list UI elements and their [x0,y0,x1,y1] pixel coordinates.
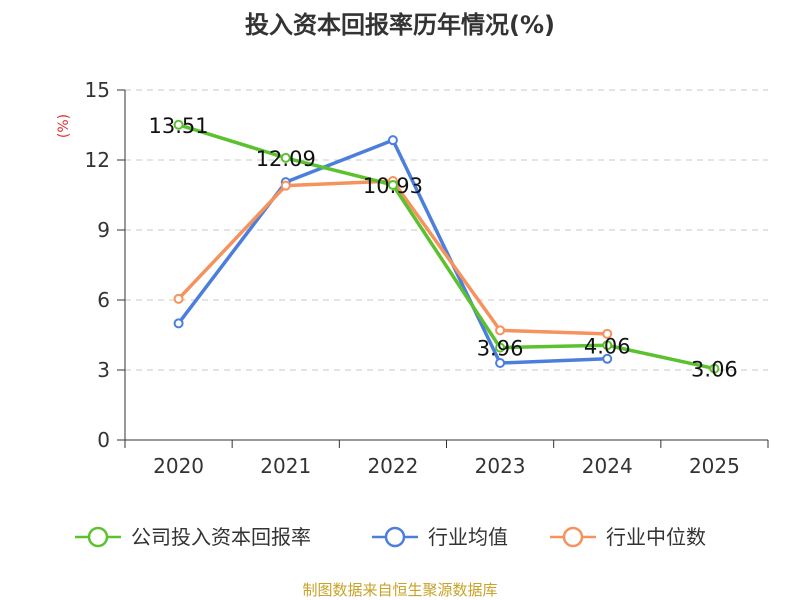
data-point [602,340,613,351]
data-point [280,180,291,191]
legend-marker-icon [384,526,406,548]
legend-item[interactable]: 公司投入资本回报率 [75,525,311,549]
x-tick-label: 2021 [260,454,311,478]
x-tick-label: 2024 [582,454,633,478]
source-note: 制图数据来自恒生聚源数据库 [302,581,497,599]
legend-marker-icon [562,526,584,548]
y-tick-label: 6 [97,288,110,312]
legend-label: 公司投入资本回报率 [131,525,311,549]
series-layer [173,119,720,374]
chart-title: 投入资本回报率历年情况(%) [245,11,555,39]
legend-item[interactable]: 行业中位数 [550,525,706,549]
data-point [495,358,506,368]
data-point [173,119,184,130]
series-line [176,123,717,371]
data-label: 4.06 [584,334,631,358]
grid-layer [125,89,768,371]
legend-marker-icon [87,526,109,548]
data-point [602,328,613,339]
y-tick-label: 12 [85,148,110,172]
data-label: 10.93 [363,174,423,198]
series-line [176,179,609,336]
y-tick-label: 9 [97,218,110,242]
y-tick-label: 15 [85,78,110,102]
legend-item[interactable]: 行业均值 [372,525,508,549]
data-label: 12.09 [256,147,316,171]
x-tick-label: 2025 [689,454,740,478]
data-label: 13.51 [149,114,209,138]
data-label: 3.96 [477,337,524,361]
x-tick-label: 2023 [475,454,526,478]
legend-label: 行业中位数 [606,525,706,549]
data-point [495,342,506,353]
x-tick-label: 2020 [153,454,204,478]
data-point [173,318,184,329]
data-point [387,135,398,146]
legend-label: 行业均值 [428,525,508,549]
data-point [280,152,291,163]
data-point [495,325,506,336]
data-point [173,293,184,304]
data-point [709,363,720,374]
y-tick-label: 0 [97,428,110,452]
data-point [387,179,398,190]
legend[interactable]: 公司投入资本回报率 行业均值 行业中位数 [75,525,706,549]
y-axis-unit-label: (%) [56,114,72,138]
y-tick-label: 3 [97,358,110,382]
x-tick-label: 2022 [367,454,418,478]
data-point [602,353,613,364]
data-label-layer: 13.51 12.09 10.93 3.96 4.06 3.06 [149,114,738,382]
data-label: 3.06 [691,358,738,382]
axis-layer: 0 3 6 9 12 15 2020 2021 2022 2023 2024 2025 [85,78,769,478]
